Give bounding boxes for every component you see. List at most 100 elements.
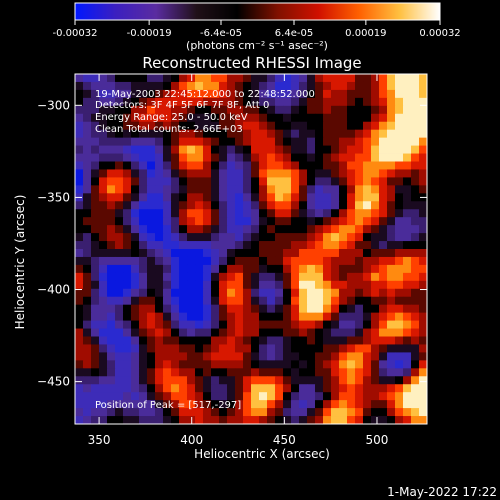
heatmap-cell (211, 105, 220, 115)
heatmap-cell (147, 81, 156, 91)
heatmap-cell (251, 272, 260, 282)
heatmap-cell (283, 233, 292, 242)
heatmap-cell (403, 376, 412, 385)
heatmap-cell (227, 304, 236, 314)
heatmap-cell (83, 320, 92, 329)
heatmap-cell (179, 336, 188, 345)
heatmap-cell (99, 249, 108, 258)
heatmap-cell (275, 304, 284, 314)
heatmap-cell (163, 201, 172, 210)
heatmap-cell (347, 74, 356, 83)
heatmap-cell (75, 328, 84, 337)
heatmap-cell (123, 288, 132, 298)
heatmap-cell (107, 256, 116, 266)
heatmap-cell (131, 225, 140, 234)
heatmap-cell (251, 97, 260, 107)
heatmap-cell (211, 280, 220, 290)
heatmap-cell (99, 376, 108, 385)
heatmap-cell (179, 201, 188, 210)
heatmap-cell (171, 272, 180, 282)
heatmap-cell (187, 145, 196, 154)
heatmap-cell (299, 280, 308, 290)
heatmap-cell (387, 336, 396, 345)
heatmap-cell (83, 145, 92, 154)
heatmap-cell (323, 233, 332, 242)
heatmap-cell (139, 400, 148, 409)
heatmap-cell (107, 249, 116, 258)
heatmap-cell (275, 264, 284, 274)
heatmap-cell (163, 344, 172, 353)
heatmap-cell (107, 288, 116, 298)
heatmap-cell (243, 312, 252, 321)
heatmap-cell (203, 376, 212, 385)
heatmap-cell (155, 113, 164, 123)
heatmap-cell (179, 233, 188, 242)
heatmap-cell (139, 272, 148, 282)
heatmap-cell (395, 225, 404, 234)
heatmap-cell (131, 121, 140, 131)
heatmap-cell (275, 280, 284, 290)
heatmap-cell (99, 408, 108, 417)
heatmap-cell (227, 249, 236, 258)
heatmap-cell (139, 153, 148, 162)
heatmap-cell (211, 169, 220, 178)
heatmap-cell (323, 217, 332, 226)
heatmap-cell (163, 336, 172, 345)
heatmap-cell (307, 360, 316, 369)
heatmap-cell (155, 249, 164, 258)
heatmap-cell (99, 137, 108, 146)
heatmap-cell (291, 296, 300, 306)
heatmap-cell (347, 129, 356, 139)
heatmap-cell (251, 360, 260, 369)
heatmap-cell (219, 185, 228, 194)
heatmap-cell (99, 121, 108, 131)
heatmap-cell (163, 352, 172, 361)
heatmap-cell (371, 312, 380, 321)
heatmap-cell (411, 384, 420, 393)
heatmap-cell (267, 392, 276, 401)
heatmap-cell (275, 312, 284, 321)
heatmap-cell (307, 328, 316, 337)
heatmap-cell (419, 241, 428, 250)
heatmap-cell (371, 177, 380, 186)
heatmap-cell (387, 217, 396, 226)
heatmap-cell (155, 328, 164, 337)
heatmap-cell (395, 153, 404, 162)
heatmap-cell (259, 233, 268, 242)
heatmap-cell (379, 161, 388, 170)
heatmap-cell (251, 201, 260, 210)
heatmap-cell (363, 209, 372, 218)
heatmap-cell (203, 105, 212, 115)
heatmap-cell (83, 352, 92, 361)
heatmap-cell (107, 296, 116, 306)
heatmap-cell (227, 209, 236, 218)
heatmap-cell (419, 105, 428, 115)
heatmap-cell (259, 137, 268, 146)
heatmap-cell (315, 328, 324, 337)
heatmap-cell (171, 368, 180, 377)
heatmap-cell (139, 384, 148, 393)
heatmap-cell (75, 89, 84, 99)
heatmap-cell (339, 233, 348, 242)
heatmap-cell (355, 360, 364, 369)
heatmap-cell (395, 280, 404, 290)
heatmap-cell (147, 185, 156, 194)
heatmap-cell (211, 416, 220, 425)
heatmap-cell (179, 296, 188, 306)
heatmap-cell (227, 328, 236, 337)
heatmap-cell (155, 241, 164, 250)
heatmap-cell (75, 288, 84, 298)
heatmap-cell (355, 209, 364, 218)
heatmap-cell (355, 408, 364, 417)
heatmap-cell (187, 304, 196, 314)
heatmap-cell (235, 352, 244, 361)
heatmap-cell (243, 296, 252, 306)
heatmap-cell (139, 408, 148, 417)
heatmap-cell (299, 296, 308, 306)
heatmap-cell (123, 129, 132, 139)
heatmap-cell (315, 296, 324, 306)
heatmap-cell (267, 209, 276, 218)
heatmap-cell (147, 336, 156, 345)
heatmap-cell (171, 185, 180, 194)
heatmap-cell (355, 233, 364, 242)
